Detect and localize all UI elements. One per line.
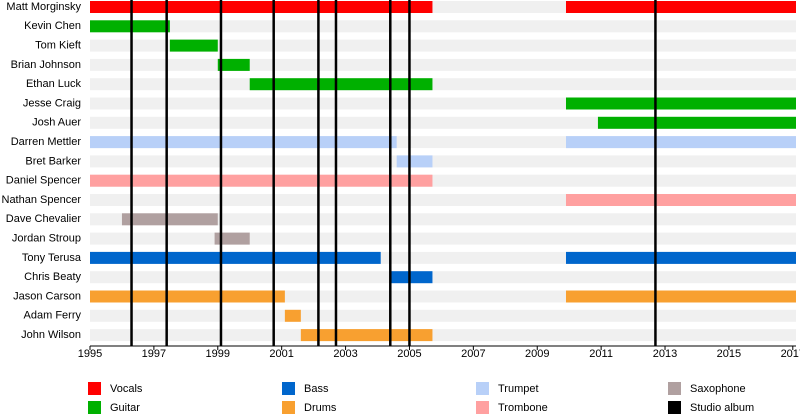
member-bar (396, 155, 433, 168)
member-bar (249, 78, 433, 91)
legend-label: Saxophone (690, 383, 746, 395)
x-tick-label: 2009 (525, 348, 549, 360)
member-bar (565, 97, 796, 110)
member-bar (121, 213, 218, 226)
row-stripe (90, 329, 796, 342)
legend-label: Vocals (110, 383, 143, 395)
member-bar (300, 329, 433, 342)
member-name: Jordan Stroup (12, 233, 81, 245)
row-stripe (90, 232, 796, 245)
row-stripe (90, 20, 796, 33)
legend-swatch (668, 401, 681, 414)
member-name: Bret Barker (25, 155, 81, 167)
member-bar (597, 116, 796, 129)
member-name: Adam Ferry (24, 310, 82, 322)
member-name: Jason Carson (13, 290, 81, 302)
row-stripe (90, 78, 796, 91)
x-tick-label: 2007 (461, 348, 485, 360)
x-tick-label: 2015 (717, 348, 741, 360)
x-tick-label: 2003 (333, 348, 357, 360)
legend-label: Guitar (110, 402, 140, 414)
x-tick-label: 2005 (397, 348, 421, 360)
member-name: Kevin Chen (24, 20, 81, 32)
row-stripe (90, 155, 796, 168)
member-name: Josh Auer (32, 117, 81, 129)
legend-swatch (282, 382, 295, 395)
member-name: Dave Chevalier (6, 213, 82, 225)
member-bar (214, 232, 250, 245)
legend-swatch (476, 401, 489, 414)
legend-label: Drums (304, 402, 337, 414)
member-bar (390, 271, 433, 284)
x-tick-label: 2001 (269, 348, 293, 360)
x-tick-label: 2013 (653, 348, 677, 360)
member-name: Nathan Spencer (2, 194, 82, 206)
x-tick-label: 1997 (142, 348, 166, 360)
x-tick-label: 1995 (78, 348, 102, 360)
member-name: Tony Terusa (22, 252, 82, 264)
member-name: Daniel Spencer (6, 175, 82, 187)
legend-swatch (668, 382, 681, 395)
member-bar (565, 251, 796, 264)
row-stripe (90, 39, 796, 52)
member-bar (565, 194, 796, 206)
x-tick-label: 2011 (589, 348, 613, 360)
legend-swatch (88, 401, 101, 414)
member-bar (90, 1, 433, 13)
member-bar (90, 20, 170, 33)
x-tick-label: 1999 (206, 348, 230, 360)
legend-label: Studio album (690, 402, 754, 414)
member-name: John Wilson (21, 329, 81, 341)
legend-swatch (88, 382, 101, 395)
member-bar (90, 290, 285, 303)
member-bar (90, 136, 397, 149)
legend-swatch (476, 382, 489, 395)
member-bar (169, 39, 218, 52)
member-name: Matt Morginsky (6, 1, 81, 13)
row-stripe (90, 309, 796, 322)
member-name: Brian Johnson (11, 59, 81, 71)
row-stripe (90, 58, 796, 71)
row-stripe (90, 271, 796, 284)
member-name: Jesse Craig (23, 97, 81, 109)
legend-label: Trumpet (498, 383, 539, 395)
member-bar (565, 136, 796, 149)
member-bar (90, 174, 433, 187)
legend-label: Bass (304, 383, 329, 395)
member-name: Tom Kieft (35, 40, 81, 52)
legend-label: Trombone (498, 402, 548, 414)
member-bar (284, 309, 301, 322)
member-name: Ethan Luck (26, 78, 82, 90)
member-name: Darren Mettler (11, 136, 82, 148)
member-bar (217, 58, 250, 71)
member-name: Chris Beaty (24, 271, 81, 283)
x-tick-label: 2017 (781, 348, 800, 360)
member-bar (565, 1, 796, 13)
member-bar (565, 290, 796, 303)
legend-swatch (282, 401, 295, 414)
member-bar (90, 251, 381, 264)
row-stripe (90, 213, 796, 226)
